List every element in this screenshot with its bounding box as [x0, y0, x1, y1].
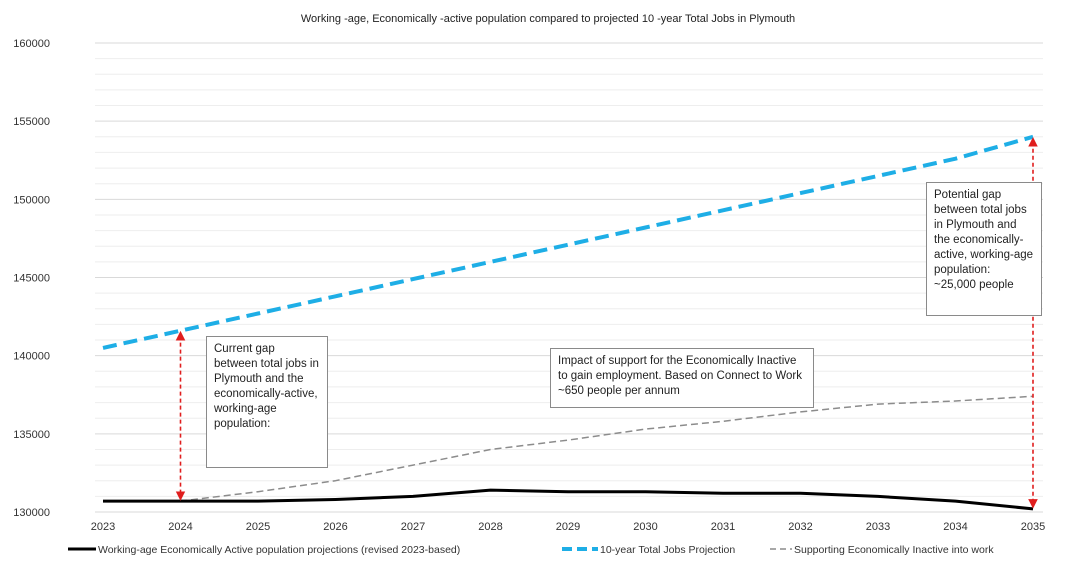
y-tick-label: 130000 [13, 507, 50, 519]
y-tick-label: 135000 [13, 429, 50, 441]
y-axis-ticks: 130000 135000 140000 145000 150000 155000 1600… [13, 38, 50, 519]
series-line [102, 134, 1034, 350]
x-tick-label: 2028 [478, 521, 502, 533]
y-tick-label: 150000 [13, 194, 50, 206]
x-tick-label: 2024 [168, 521, 192, 533]
x-tick-label: 2029 [556, 521, 580, 533]
series-layer [102, 134, 1034, 511]
current-gap-annotation: Current gap between total jobs in Plymou… [206, 336, 328, 468]
impact-annotation: Impact of support for the Economically I… [550, 348, 814, 408]
y-tick-label: 160000 [13, 38, 50, 50]
series-line [103, 488, 1034, 511]
x-tick-label: 2025 [246, 521, 270, 533]
legend-label: Supporting Economically Inactive into wo… [794, 544, 994, 556]
series-line [103, 395, 1034, 502]
legend-label: Working-age Economically Active populati… [98, 544, 460, 556]
x-tick-label: 2035 [1021, 521, 1045, 533]
x-tick-label: 2027 [401, 521, 425, 533]
legend-label: 10-year Total Jobs Projection [600, 544, 735, 556]
y-tick-label: 155000 [13, 116, 50, 128]
y-tick-label: 145000 [13, 273, 50, 285]
x-tick-label: 2026 [323, 521, 347, 533]
x-tick-label: 2034 [943, 521, 967, 533]
chart-title: Working -age, Economically -active popul… [301, 13, 795, 25]
gap-arrows [175, 137, 1038, 509]
x-tick-label: 2033 [866, 521, 890, 533]
x-tick-label: 2032 [788, 521, 812, 533]
x-tick-label: 2031 [711, 521, 735, 533]
potential-gap-annotation: Potential gap between total jobs in Plym… [926, 182, 1042, 316]
y-tick-label: 140000 [13, 351, 50, 363]
legend: Working-age Economically Active populati… [68, 544, 994, 556]
x-tick-label: 2023 [91, 521, 115, 533]
x-axis-ticks: 2023 2024 2025 2026 2027 2028 2029 2030 2031 2032… [91, 521, 1045, 533]
x-tick-label: 2030 [633, 521, 657, 533]
